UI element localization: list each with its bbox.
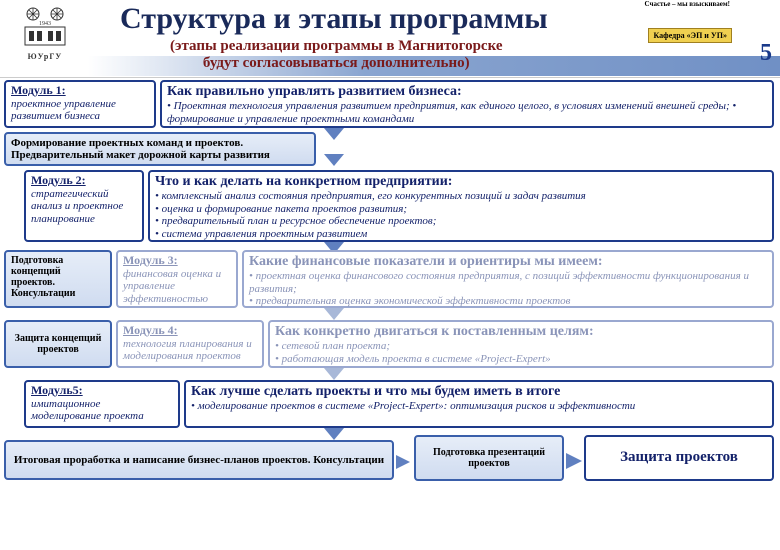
module-4-sub: технология планирования и моделирования … — [123, 338, 257, 363]
module-1-content-body: • Проектная технология управления развит… — [167, 100, 767, 125]
module-2-content-title: Что и как делать на конкретном предприят… — [155, 174, 767, 190]
module-2-content-body: • комплексный анализ состояния предприят… — [155, 190, 767, 241]
module-5-content-title: Как лучше сделать проекты и что мы будем… — [191, 384, 767, 400]
module-3-title: Модуль 3: — [123, 254, 231, 268]
module-1-label: Модуль 1: проектное управление развитием… — [4, 80, 156, 128]
arrow-1 — [324, 128, 344, 140]
module-2-title: Модуль 2: — [31, 174, 137, 188]
stage-concepts-l2: Консультации — [11, 288, 75, 299]
module-3-content: Какие финансовые показатели и ориентиры … — [242, 250, 774, 308]
module-4-title: Модуль 4: — [123, 324, 257, 338]
department-badge: Кафедра «ЭП и УП» — [648, 28, 732, 43]
module-5-content: Как лучше сделать проекты и что мы будем… — [184, 380, 774, 428]
module-5-sub: имитационное моделирование проекта — [31, 398, 173, 423]
subtitle-l1: (этапы реализации программы в Магнитогор… — [170, 38, 503, 54]
module-2-content: Что и как делать на конкретном предприят… — [148, 170, 774, 242]
stage-concepts-l1: Подготовка концепций проектов. — [11, 255, 63, 288]
university-logo: 1943 ЮУрГУ — [6, 2, 84, 72]
page-title: Структура и этапы программы — [120, 2, 548, 36]
arrow-4 — [324, 308, 344, 320]
module-3-sub: финансовая оценка и управление эффективн… — [123, 268, 231, 306]
module-1-title: Модуль 1: — [11, 84, 149, 98]
arrow-2 — [324, 154, 344, 166]
stage-formation: Формирование проектных команд и проектов… — [4, 132, 316, 166]
final-right-text: Защита проектов — [620, 449, 738, 466]
header: Счастье – мы взыскиваем! 1943 ЮУрГУ Стру… — [0, 0, 780, 78]
module-2-sub: стратегический анализ и проектное планир… — [31, 188, 137, 226]
module-4-content-body: • сетевой план проекта; • работающая мод… — [275, 340, 767, 365]
module-1-content: Как правильно управлять развитием бизнес… — [160, 80, 774, 128]
stage-formation-l2: Предварительный макет дорожной карты раз… — [11, 149, 270, 161]
stage-defense-concepts-text: Защита концепций проектов — [11, 325, 105, 355]
module-4-label: Модуль 4: технология планирования и моде… — [116, 320, 264, 368]
subtitle: (этапы реализации программы в Магнитогор… — [170, 38, 503, 71]
module-3-content-title: Какие финансовые показатели и ориентиры … — [249, 254, 767, 270]
module-4-content-title: Как конкретно двигаться к поставленным ц… — [275, 324, 767, 340]
final-mid-text: Подготовка презентаций проектов — [421, 447, 557, 469]
module-3-content-body: • проектная оценка финансового состояния… — [249, 270, 767, 308]
module-3-label: Модуль 3: финансовая оценка и управление… — [116, 250, 238, 308]
arrow-right-1 — [396, 455, 410, 469]
subtitle-l2: будут согласовываться дополнительно) — [203, 55, 470, 71]
final-right: Защита проектов — [584, 435, 774, 481]
module-5-content-body: • моделирование проектов в системе «Proj… — [191, 400, 767, 413]
module-1-sub: проектное управление развитием бизнеса — [11, 98, 149, 123]
final-left: Итоговая проработка и написание бизнес-п… — [4, 440, 394, 480]
module-2-label: Модуль 2: стратегический анализ и проект… — [24, 170, 144, 242]
page-number: 5 — [760, 40, 772, 67]
svg-text:1943: 1943 — [39, 21, 51, 27]
stage-formation-l1: Формирование проектных команд и проектов… — [11, 137, 243, 149]
arrow-right-2 — [566, 453, 582, 469]
module-5-title: Модуль5: — [31, 384, 173, 398]
final-left-text: Итоговая проработка и написание бизнес-п… — [14, 454, 384, 466]
stage-defense-concepts: Защита концепций проектов — [4, 320, 112, 368]
module-4-content: Как конкретно двигаться к поставленным ц… — [268, 320, 774, 368]
stage-concepts: Подготовка концепций проектов. Консульта… — [4, 250, 112, 308]
arrow-5 — [324, 368, 344, 380]
logo-icon: 1943 — [15, 2, 75, 52]
logo-text: ЮУрГУ — [28, 52, 63, 61]
final-mid: Подготовка презентаций проектов — [414, 435, 564, 481]
arrow-6 — [324, 428, 344, 440]
top-label: Счастье – мы взыскиваем! — [645, 0, 730, 8]
module-1-content-title: Как правильно управлять развитием бизнес… — [167, 84, 767, 100]
module-5-label: Модуль5: имитационное моделирование прое… — [24, 380, 180, 428]
